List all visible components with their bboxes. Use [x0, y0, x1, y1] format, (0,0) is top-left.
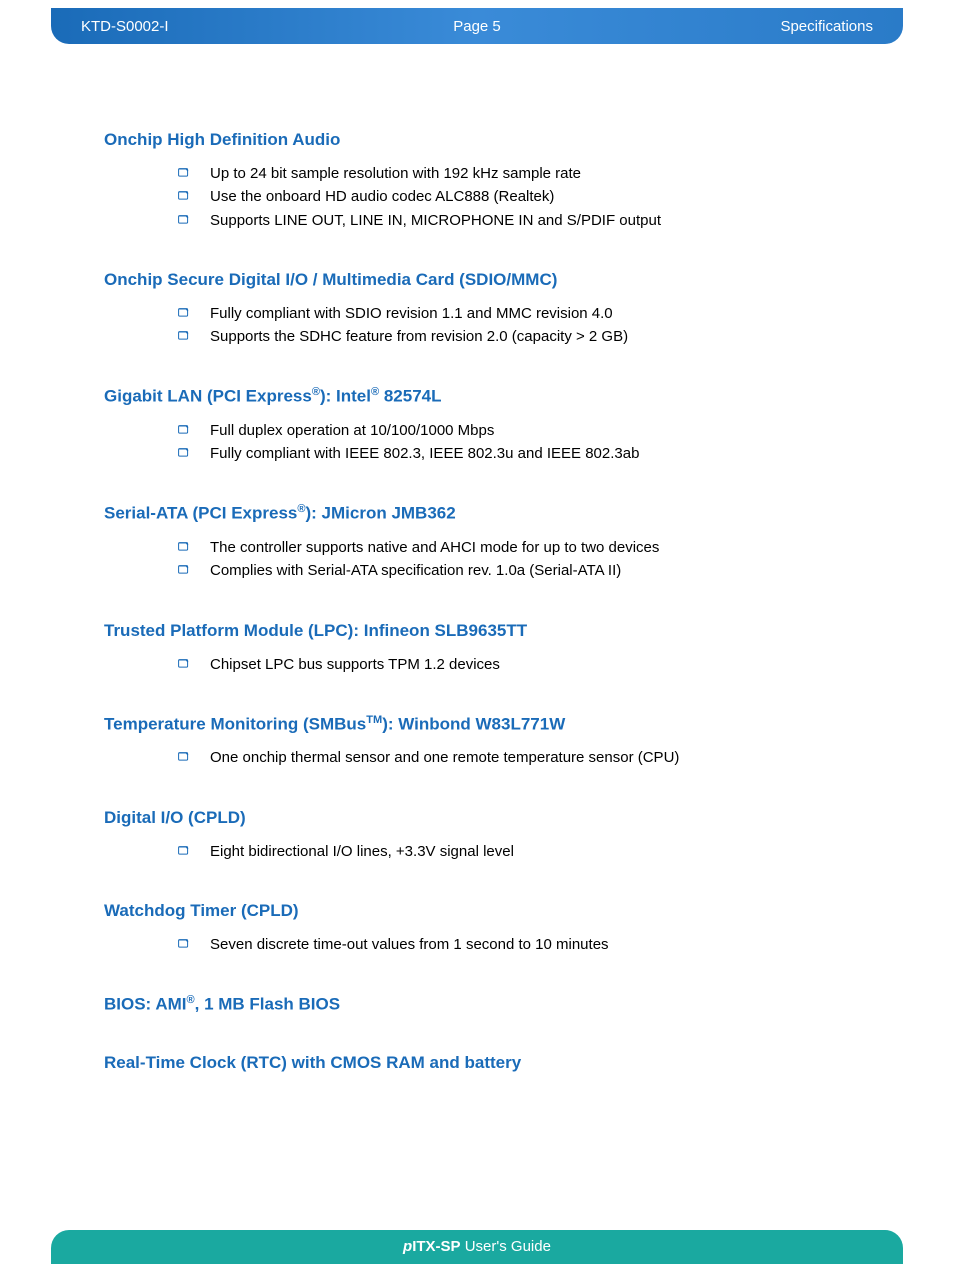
- bullet-list: Full duplex operation at 10/100/1000 Mbp…: [178, 419, 874, 466]
- list-item: One onchip thermal sensor and one remote…: [178, 746, 874, 769]
- list-item-text: Seven discrete time-out values from 1 se…: [210, 936, 609, 953]
- list-item: Full duplex operation at 10/100/1000 Mbp…: [178, 419, 874, 442]
- list-item: Up to 24 bit sample resolution with 192 …: [178, 162, 874, 185]
- list-item-text: Use the onboard HD audio codec ALC888 (R…: [210, 188, 554, 205]
- list-item: Chipset LPC bus supports TPM 1.2 devices: [178, 653, 874, 676]
- header-section: Specifications: [609, 18, 873, 35]
- spec-section: Gigabit LAN (PCI Express®): Intel® 82574…: [104, 386, 874, 465]
- list-item: Fully compliant with SDIO revision 1.1 a…: [178, 302, 874, 325]
- spec-section: Onchip High Definition Audio Up to 24 bit…: [104, 130, 874, 232]
- list-item-text: Full duplex operation at 10/100/1000 Mbp…: [210, 422, 494, 439]
- list-item-text: Supports the SDHC feature from revision …: [210, 328, 628, 345]
- section-heading: Real-Time Clock (RTC) with CMOS RAM and …: [104, 1053, 874, 1073]
- spec-section: Onchip Secure Digital I/O / Multimedia C…: [104, 270, 874, 349]
- section-heading: Temperature Monitoring (SMBusTM): Winbon…: [104, 714, 874, 735]
- list-item-text: Chipset LPC bus supports TPM 1.2 devices: [210, 656, 500, 673]
- spec-section: Temperature Monitoring (SMBusTM): Winbon…: [104, 714, 874, 770]
- list-item: Eight bidirectional I/O lines, +3.3V sig…: [178, 840, 874, 863]
- footer-suffix: User's Guide: [461, 1238, 551, 1255]
- list-item-text: One onchip thermal sensor and one remote…: [210, 749, 679, 766]
- section-heading: Gigabit LAN (PCI Express®): Intel® 82574…: [104, 386, 874, 407]
- bullet-list: Fully compliant with SDIO revision 1.1 a…: [178, 302, 874, 349]
- section-heading: Onchip High Definition Audio: [104, 130, 874, 150]
- list-item: Use the onboard HD audio codec ALC888 (R…: [178, 185, 874, 208]
- header-doc-id: KTD-S0002-I: [81, 18, 345, 35]
- spec-section: Serial-ATA (PCI Express®): JMicron JMB36…: [104, 503, 874, 582]
- footer-prefix-italic: p: [403, 1238, 412, 1255]
- list-item: Fully compliant with IEEE 802.3, IEEE 80…: [178, 442, 874, 465]
- list-item: Complies with Serial-ATA specification r…: [178, 559, 874, 582]
- spec-section: Real-Time Clock (RTC) with CMOS RAM and …: [104, 1053, 874, 1073]
- page-footer: pITX-SP User's Guide: [51, 1230, 903, 1264]
- list-item: Supports LINE OUT, LINE IN, MICROPHONE I…: [178, 209, 874, 232]
- section-heading: BIOS: AMI®, 1 MB Flash BIOS: [104, 994, 874, 1015]
- section-heading: Digital I/O (CPLD): [104, 808, 874, 828]
- list-item: The controller supports native and AHCI …: [178, 536, 874, 559]
- bullet-list: Eight bidirectional I/O lines, +3.3V sig…: [178, 840, 874, 863]
- list-item-text: Supports LINE OUT, LINE IN, MICROPHONE I…: [210, 212, 661, 229]
- spec-section: Watchdog Timer (CPLD) Seven discrete time…: [104, 901, 874, 956]
- list-item: Supports the SDHC feature from revision …: [178, 325, 874, 348]
- section-heading: Onchip Secure Digital I/O / Multimedia C…: [104, 270, 874, 290]
- bullet-list: The controller supports native and AHCI …: [178, 536, 874, 583]
- bullet-list: Up to 24 bit sample resolution with 192 …: [178, 162, 874, 232]
- bullet-list: One onchip thermal sensor and one remote…: [178, 746, 874, 769]
- list-item-text: Complies with Serial-ATA specification r…: [210, 562, 621, 579]
- footer-prefix-bold: ITX-SP: [412, 1238, 460, 1255]
- list-item-text: Fully compliant with IEEE 802.3, IEEE 80…: [210, 445, 639, 462]
- list-item-text: Fully compliant with SDIO revision 1.1 a…: [210, 305, 613, 322]
- section-heading: Watchdog Timer (CPLD): [104, 901, 874, 921]
- page-header: KTD-S0002-I Page 5 Specifications: [51, 8, 903, 44]
- spec-section: Trusted Platform Module (LPC): Infineon …: [104, 621, 874, 676]
- list-item: Seven discrete time-out values from 1 se…: [178, 933, 874, 956]
- header-page-no: Page 5: [345, 18, 609, 35]
- spec-section: BIOS: AMI®, 1 MB Flash BIOS: [104, 994, 874, 1015]
- bullet-list: Seven discrete time-out values from 1 se…: [178, 933, 874, 956]
- spec-section: Digital I/O (CPLD) Eight bidirectional I/…: [104, 808, 874, 863]
- list-item-text: Eight bidirectional I/O lines, +3.3V sig…: [210, 843, 514, 860]
- section-heading: Serial-ATA (PCI Express®): JMicron JMB36…: [104, 503, 874, 524]
- list-item-text: Up to 24 bit sample resolution with 192 …: [210, 165, 581, 182]
- page-content: Onchip High Definition Audio Up to 24 bit…: [104, 130, 874, 1111]
- section-heading: Trusted Platform Module (LPC): Infineon …: [104, 621, 874, 641]
- bullet-list: Chipset LPC bus supports TPM 1.2 devices: [178, 653, 874, 676]
- list-item-text: The controller supports native and AHCI …: [210, 539, 659, 556]
